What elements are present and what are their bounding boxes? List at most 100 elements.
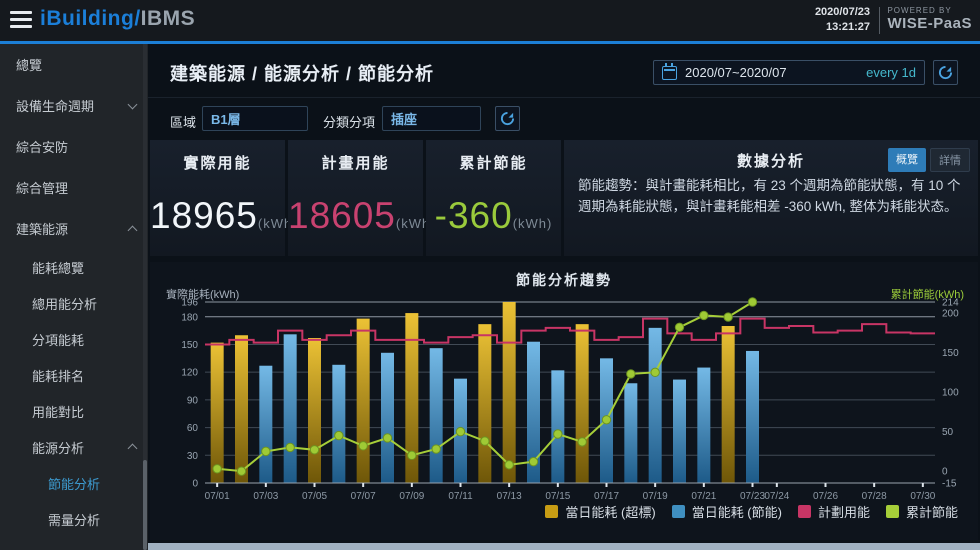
sidebar-item-11[interactable]: 節能分析 <box>0 465 148 501</box>
header-separator <box>148 97 980 98</box>
powered-brand: WISE-PaaS <box>887 15 972 32</box>
category-select[interactable]: 插座 <box>382 106 481 131</box>
sidebar-scrollbar-thumb[interactable] <box>143 460 147 550</box>
svg-text:100: 100 <box>942 388 959 399</box>
sidebar-item-3[interactable]: 綜合管理 <box>0 167 148 208</box>
svg-text:07/03: 07/03 <box>253 491 278 500</box>
legend-swatch <box>885 505 899 518</box>
category-select-value: 插座 <box>391 112 418 127</box>
refresh-button-top[interactable] <box>933 60 958 85</box>
legend-item-0[interactable]: 當日能耗 (超標) <box>545 502 656 521</box>
app-logo: iBuilding/IBMS <box>40 7 195 31</box>
svg-text:180: 180 <box>181 312 198 323</box>
analysis-title: 數據分析 <box>736 153 805 170</box>
sidebar-item-4[interactable]: 建築能源 <box>0 208 148 249</box>
stat-unit: (kWh) <box>395 216 436 231</box>
accent-line <box>0 41 980 44</box>
svg-text:60: 60 <box>187 423 199 434</box>
breadcrumb: 建築能源 / 能源分析 / 節能分析 <box>170 64 435 84</box>
chart-title: 節能分析趨勢 <box>516 272 612 288</box>
svg-text:150: 150 <box>181 340 198 351</box>
sidebar-item-label: 能耗排名 <box>32 368 85 384</box>
sidebar-item-label: 總覽 <box>16 58 43 73</box>
legend-swatch <box>671 505 685 518</box>
energy-trend-chart: 1961801501209060300214200150100500-1507/… <box>181 297 959 500</box>
legend-swatch <box>545 505 559 518</box>
sidebar-item-label: 設備生命週期 <box>16 99 95 114</box>
interval-value: every 1d <box>866 65 916 80</box>
logo-text-gray: IBMS <box>140 7 196 30</box>
y-left-axis-label: 實際能耗(kWh) <box>166 289 240 301</box>
sidebar-item-label: 能耗總覽 <box>32 260 85 276</box>
stat-title: 實際用能 <box>183 155 252 172</box>
sidebar-item-10[interactable]: 能源分析 <box>0 429 148 465</box>
stat-value: 18605 <box>288 195 396 236</box>
analysis-body-text: 節能趨勢：與計畫能耗相比，有 23 个週期為節能狀態，有 10 个週期為耗能狀態… <box>578 178 961 214</box>
chevron-down-icon <box>127 99 138 109</box>
sidebar-item-5[interactable]: 能耗總覽 <box>0 249 148 285</box>
sidebar-item-label: 能源分析 <box>32 440 85 456</box>
date-range-picker[interactable]: 2020/07~2020/07 every 1d <box>653 60 925 85</box>
datetime-display: 2020/07/23 13:21:27 <box>815 5 870 35</box>
sidebar-item-6[interactable]: 總用能分析 <box>0 285 148 321</box>
svg-text:07/21: 07/21 <box>691 491 716 500</box>
powered-by-label: POWERED BY <box>887 6 952 15</box>
stat-unit: (kWh) <box>512 216 553 231</box>
legend-item-2[interactable]: 計劃用能 <box>797 502 870 521</box>
bottom-strip <box>148 543 980 550</box>
stat-card-savings: 累計節能 -360(kWh) <box>426 140 561 256</box>
refresh-button-filters[interactable] <box>495 106 520 131</box>
stat-value: 18965 <box>150 195 258 236</box>
sidebar-item-8[interactable]: 能耗排名 <box>0 357 148 393</box>
legend-label: 當日能耗 (超標) <box>565 505 656 520</box>
sidebar-item-7[interactable]: 分項能耗 <box>0 321 148 357</box>
y-right-axis-label: 累計節能(kWh) <box>890 289 964 301</box>
logo-text-blue: iBuilding/ <box>40 7 141 30</box>
current-date: 2020/07/23 <box>814 6 870 18</box>
svg-text:0: 0 <box>942 467 948 478</box>
top-bar: iBuilding/IBMS 2020/07/23 13:21:27 POWER… <box>0 0 980 41</box>
sidebar-item-label: 需量分析 <box>48 512 101 528</box>
category-filter-label: 分類分項 <box>323 115 376 130</box>
tab-detail[interactable]: 詳情 <box>930 148 970 172</box>
sidebar-item-12[interactable]: 需量分析 <box>0 501 148 537</box>
chevron-up-icon <box>127 225 138 235</box>
stat-title: 計畫用能 <box>321 155 390 172</box>
refresh-icon <box>500 111 515 126</box>
svg-text:07/26: 07/26 <box>813 491 838 500</box>
powered-by-block: POWERED BY WISE-PaaS <box>887 6 972 32</box>
sidebar-item-1[interactable]: 設備生命週期 <box>0 85 148 126</box>
svg-text:07/19: 07/19 <box>643 491 668 500</box>
legend-item-3[interactable]: 累計節能 <box>885 502 958 521</box>
stat-title: 累計節能 <box>459 155 528 172</box>
chart-panel: 節能分析趨勢 實際能耗(kWh) 累計節能(kWh) 196 180 150 120 9… <box>150 262 978 540</box>
region-select[interactable]: B1層 <box>202 106 308 131</box>
stat-unit: (kWh) <box>257 216 298 231</box>
tab-overview[interactable]: 概覽 <box>888 148 926 172</box>
sidebar-item-9[interactable]: 用能對比 <box>0 393 148 429</box>
hamburger-menu-icon[interactable] <box>10 11 32 29</box>
refresh-icon <box>938 65 953 80</box>
chart-legend: 當日能耗 (超標) 當日能耗 (節能) 計劃用能 累計節能 <box>545 502 958 521</box>
legend-swatch <box>797 505 811 518</box>
svg-text:07/24: 07/24 <box>764 491 789 500</box>
topbar-divider <box>879 7 880 34</box>
stat-value: -360 <box>434 195 513 236</box>
sidebar-item-2[interactable]: 綜合安防 <box>0 126 148 167</box>
svg-text:-15: -15 <box>942 479 957 490</box>
legend-label: 當日能耗 (節能) <box>691 505 782 520</box>
svg-text:07/28: 07/28 <box>862 491 887 500</box>
sidebar-menu: 總覽設備生命週期綜合安防 綜合管理 建築能源能耗總覽總用能分析 分項能耗能耗排名用能對… <box>0 44 148 550</box>
svg-text:07/07: 07/07 <box>351 491 376 500</box>
region-filter-label: 區域 <box>170 115 197 130</box>
svg-text:214: 214 <box>942 298 959 309</box>
sidebar-item-0[interactable]: 總覽 <box>0 44 148 85</box>
svg-text:0: 0 <box>192 479 198 490</box>
legend-item-1[interactable]: 當日能耗 (節能) <box>671 502 782 521</box>
sidebar-item-label: 用能對比 <box>32 404 85 420</box>
sidebar-item-label: 節能分析 <box>48 476 101 492</box>
sidebar-scrollbar <box>143 44 147 550</box>
svg-text:07/30: 07/30 <box>910 491 935 500</box>
legend-label: 累計節能 <box>905 505 958 520</box>
svg-text:07/11: 07/11 <box>448 491 473 500</box>
